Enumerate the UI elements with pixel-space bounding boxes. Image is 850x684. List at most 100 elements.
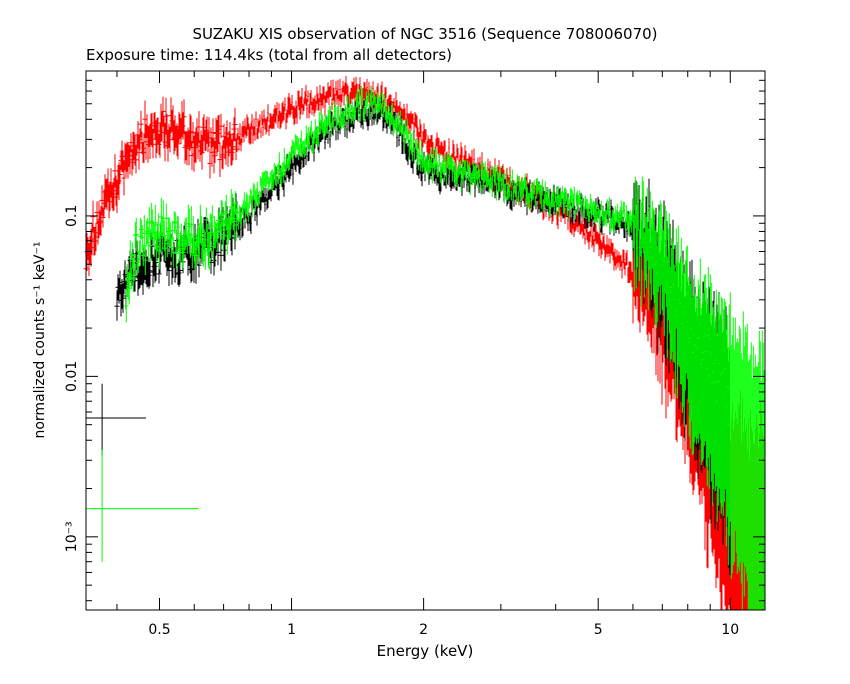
data-point — [620, 254, 622, 267]
series-0 — [83, 76, 766, 610]
data-point — [219, 145, 225, 169]
data-point — [549, 202, 552, 215]
data-point — [262, 118, 264, 136]
data-point — [541, 179, 544, 196]
data-point — [393, 98, 395, 109]
data-point — [167, 126, 173, 153]
data-point — [327, 125, 329, 144]
data-point — [583, 205, 586, 218]
data-point — [359, 77, 361, 96]
data-point — [615, 257, 617, 270]
data-point — [608, 238, 610, 254]
data-point — [516, 174, 519, 186]
data-point — [148, 113, 154, 146]
data-point — [496, 165, 499, 181]
data-point — [227, 213, 233, 239]
data-point — [630, 215, 633, 233]
data-point — [169, 109, 175, 132]
data-point — [226, 215, 232, 240]
data-point — [97, 210, 103, 235]
data-point — [222, 136, 228, 160]
data-point — [341, 87, 343, 103]
data-point — [396, 118, 399, 135]
data-point — [121, 160, 127, 196]
data-point — [415, 137, 418, 150]
y-tick-label: 0.01 — [64, 361, 80, 392]
data-point — [108, 168, 114, 198]
data-point — [639, 201, 642, 257]
data-point — [630, 261, 632, 281]
x-axis-label: Energy (keV) — [377, 642, 474, 660]
data-point — [131, 132, 137, 160]
data-point — [444, 140, 446, 152]
data-point — [528, 193, 531, 210]
data-point — [317, 126, 320, 147]
data-point — [146, 262, 152, 289]
data-point — [134, 254, 140, 276]
data-point — [258, 190, 261, 205]
data-point — [230, 133, 236, 161]
data-point — [247, 117, 249, 130]
data-point — [133, 218, 139, 252]
data-point — [197, 204, 203, 243]
data-point — [534, 195, 537, 208]
data-point — [125, 271, 131, 300]
y-axis-label: normalized counts s⁻¹ keV⁻¹ — [32, 241, 48, 438]
data-point — [199, 135, 205, 170]
data-point — [502, 173, 505, 189]
data-point — [276, 102, 278, 116]
data-point — [431, 163, 434, 184]
y-tick-label: 0.1 — [64, 205, 80, 227]
data-point — [233, 138, 239, 161]
data-point — [318, 98, 320, 111]
data-point — [476, 170, 479, 188]
data-point — [330, 80, 332, 98]
data-point — [335, 120, 338, 132]
data-point — [530, 192, 533, 211]
x-tick-label: 1 — [287, 622, 296, 638]
data-point — [544, 181, 547, 204]
data-point — [142, 245, 148, 276]
data-point — [329, 131, 331, 148]
data-point — [581, 194, 584, 206]
data-point — [240, 212, 243, 227]
data-point — [192, 132, 198, 163]
data-point — [358, 89, 361, 105]
data-point — [176, 259, 182, 287]
data-point — [419, 154, 422, 172]
data-point — [407, 130, 410, 144]
data-point — [406, 118, 409, 140]
data-point — [579, 207, 581, 224]
data-point — [417, 151, 420, 171]
data-point — [435, 163, 437, 179]
data-point — [106, 185, 112, 219]
data-point — [479, 180, 482, 194]
data-point — [260, 126, 262, 138]
data-point — [324, 95, 326, 117]
data-point — [250, 122, 252, 144]
data-point — [346, 96, 349, 108]
data-point — [345, 108, 348, 121]
data-point — [129, 149, 135, 176]
data-point — [509, 175, 512, 187]
data-point — [305, 84, 307, 106]
data-point — [443, 140, 445, 163]
data-point — [524, 187, 526, 207]
data-point — [272, 174, 275, 189]
data-point — [391, 103, 394, 125]
data-point — [533, 180, 536, 195]
data-point — [343, 110, 346, 132]
data-point — [121, 269, 127, 294]
data-point — [640, 221, 643, 307]
data-point — [210, 118, 216, 147]
data-point — [136, 240, 142, 263]
data-point — [221, 239, 227, 262]
data-point — [215, 209, 221, 231]
data-point — [223, 194, 229, 229]
data-point — [265, 188, 267, 202]
data-point — [623, 250, 625, 270]
data-point — [494, 165, 497, 186]
data-point — [310, 90, 312, 106]
data-point — [206, 232, 212, 270]
data-point — [375, 104, 378, 122]
